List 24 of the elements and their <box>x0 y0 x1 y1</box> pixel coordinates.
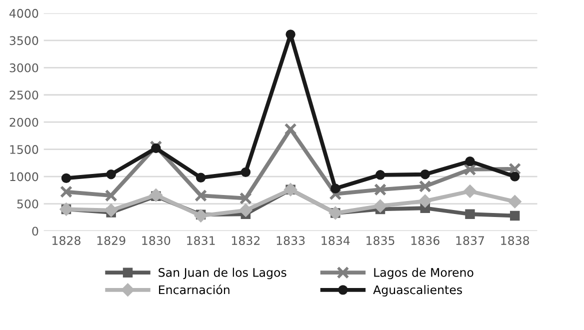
legend-label: Lagos de Moreno <box>374 268 474 280</box>
y-tick-label: 3500 <box>10 36 38 46</box>
y-tick-label: 4000 <box>9 8 38 18</box>
x-tick-label: 1834 <box>322 236 350 245</box>
x-tick-label: 1831 <box>187 236 215 245</box>
x-tick-label: 1833 <box>276 236 305 245</box>
x-tick-label: 1837 <box>456 236 484 245</box>
y-tick-label: 1000 <box>10 172 38 182</box>
x-tick-label: 1832 <box>232 236 260 245</box>
y-tick-label: 500 <box>17 200 38 208</box>
legend-label: Encarnación <box>159 284 230 294</box>
x-tick-label: 1829 <box>97 236 126 245</box>
y-tick-label: 0 <box>32 226 38 236</box>
x-tick-label: 1828 <box>52 236 80 245</box>
y-tick-label: 1500 <box>10 145 38 154</box>
y-tick-label: 2000 <box>10 118 38 127</box>
x-tick-label: 1836 <box>411 236 440 245</box>
x-tick-label: 1835 <box>366 236 394 245</box>
x-tick-label: 1838 <box>501 236 530 245</box>
x-tick-label: 1830 <box>142 236 170 245</box>
legend-label: San Juan de los Lagos <box>158 268 286 280</box>
y-tick-label: 2500 <box>10 90 38 100</box>
y-tick-label: 3000 <box>10 63 38 72</box>
legend-label: Aguascalientes <box>373 285 462 297</box>
